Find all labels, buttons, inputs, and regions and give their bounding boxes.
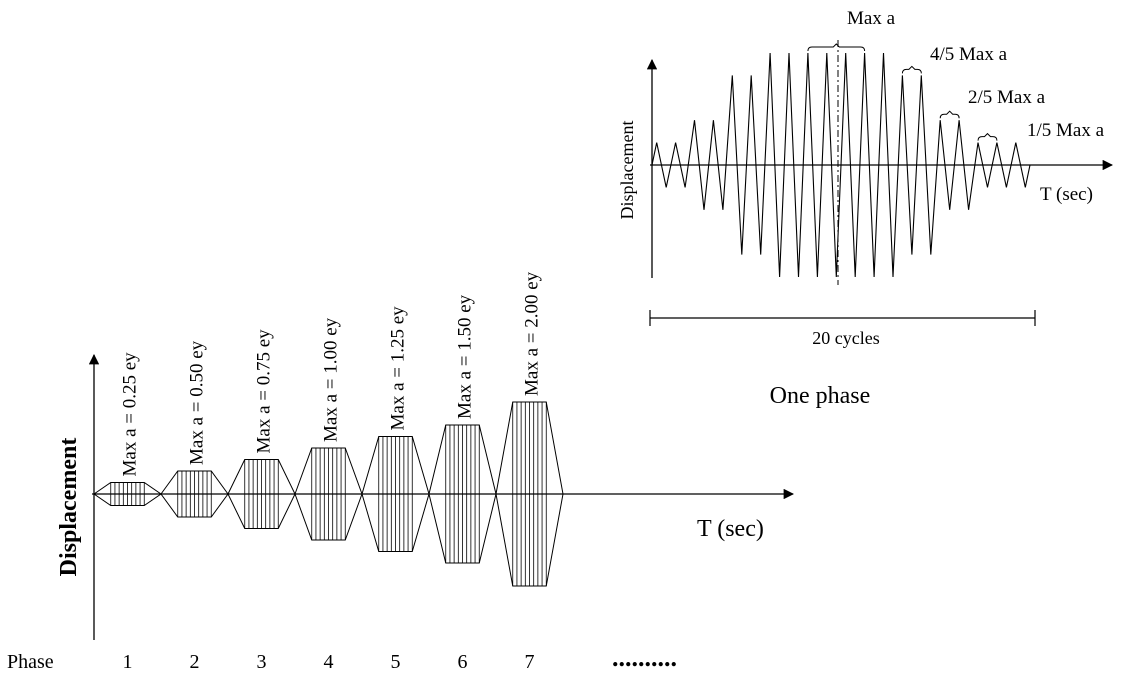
inset-level-braces	[807, 43, 998, 141]
inset-level-label-4-5: 4/5 Max a	[930, 44, 1008, 65]
inset-cycles-dimension	[649, 310, 1036, 326]
phase-ellipsis: ..........	[612, 643, 677, 672]
inset-caption: One phase	[770, 383, 871, 409]
inset-level-label-max: Max a	[847, 8, 896, 29]
phase-number-3: 3	[257, 651, 267, 673]
phase-envelope-7	[495, 401, 564, 587]
inset-cycles-label: 20 cycles	[812, 328, 879, 348]
phase-amplitude-label-2: Max a = 0.50 ey	[187, 340, 208, 465]
phase-amplitude-label-7: Max a = 2.00 ey	[522, 271, 543, 396]
phase-amplitude-label-5: Max a = 1.25 ey	[388, 306, 409, 431]
phase-amplitude-labels: Max a = 0.25 ey Max a = 0.50 ey Max a = 0.…	[120, 271, 543, 476]
phase-number-2: 2	[190, 651, 200, 673]
phase-envelope-5	[361, 436, 430, 552]
phase-amplitude-label-1: Max a = 0.25 ey	[120, 352, 141, 477]
brace-2-5	[939, 110, 960, 119]
phase-amplitude-label-6: Max a = 1.50 ey	[455, 294, 476, 419]
inset-level-label-2-5: 2/5 Max a	[968, 87, 1046, 108]
phase-number-4: 4	[324, 651, 334, 673]
brace-4-5	[901, 65, 922, 74]
phase-amplitude-label-3: Max a = 0.75 ey	[254, 329, 275, 454]
phase-number-6: 6	[458, 651, 468, 673]
phase-number-7: 7	[525, 651, 535, 673]
brace-max	[807, 43, 866, 52]
inset-y-axis-label: Displacement	[617, 121, 637, 220]
phase-number-5: 5	[391, 651, 401, 673]
inset-x-axis-label: T (sec)	[1040, 184, 1093, 205]
inset-waveform	[651, 52, 1031, 278]
main-phases-chart: Displacement T (sec) Max a = 0.25 ey Max …	[7, 271, 795, 673]
phase-row-label: Phase	[7, 651, 54, 673]
main-y-axis-label: Displacement	[56, 438, 82, 577]
inset-one-phase: Displacement T (sec) Max a 4/5 Max a 2/5…	[617, 8, 1114, 409]
phase-numbers: 1 2 3 4 5 6 7	[123, 651, 535, 673]
main-x-axis-label: T (sec)	[697, 516, 764, 542]
phase-amplitude-label-4: Max a = 1.00 ey	[321, 317, 342, 442]
phase-envelope-4	[294, 447, 363, 541]
brace-1-5	[977, 132, 998, 141]
phase-envelopes	[93, 401, 564, 587]
inset-waveform-line	[651, 52, 1031, 278]
phase-number-1: 1	[123, 651, 133, 673]
inset-level-label-1-5: 1/5 Max a	[1027, 120, 1105, 141]
